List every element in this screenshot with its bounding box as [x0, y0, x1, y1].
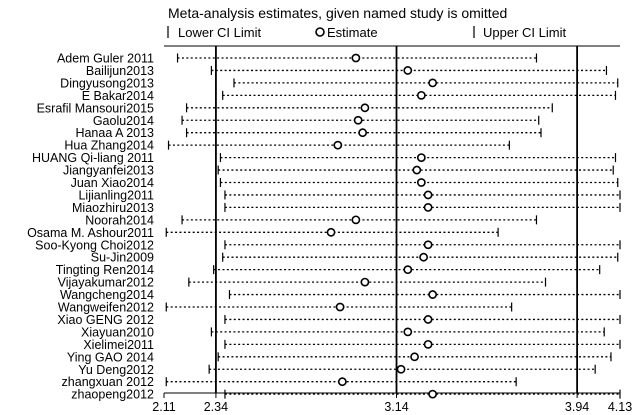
study-row: HUANG Qi-liang 2011	[32, 151, 617, 165]
study-row: Esrafil Mansouri2015	[37, 101, 553, 115]
study-label: Xielimei2011	[83, 338, 154, 352]
study-label: Bailijun2013	[86, 64, 154, 78]
study-row: Miaozhiru2013	[72, 201, 621, 215]
study-row: Xiao GENG 2012	[57, 313, 621, 327]
study-label: Hua Zhang2014	[64, 139, 154, 153]
study-row: zhangxuan 2012	[62, 375, 517, 389]
study-row: Dingyusong2013	[60, 76, 619, 90]
estimate-point	[326, 227, 336, 237]
x-axis: 2.11 2.34 3.14 3.94 4.13	[152, 393, 632, 414]
estimate-point	[423, 315, 433, 324]
study-row: Soo-Kyong Choi2012	[35, 238, 621, 252]
estimate-point	[360, 277, 370, 287]
study-label: zhangxuan 2012	[62, 375, 154, 389]
estimate-point	[423, 190, 433, 200]
study-row: Noorah2014	[85, 213, 538, 227]
estimate-point	[416, 90, 426, 100]
estimate-point	[428, 78, 438, 88]
estimate-point	[410, 352, 419, 362]
study-label: Soo-Kyong Choi2012	[35, 238, 154, 252]
x-tick-label: 4.13	[608, 400, 632, 414]
estimate-point	[423, 240, 433, 250]
study-row: Adem Guler 2011	[57, 52, 538, 66]
study-row: zhaopeng2012	[71, 388, 621, 402]
study-row: Juan Xiao2014	[71, 176, 619, 190]
estimate-point	[412, 165, 422, 175]
legend-lower-label: Lower CI Limit	[178, 25, 261, 40]
study-row: Osama M. Ashour2011	[27, 226, 499, 240]
study-row: Hua Zhang2014	[64, 139, 510, 153]
study-label: Wangcheng2014	[60, 288, 154, 302]
estimate-point	[333, 140, 343, 150]
estimate-point	[423, 339, 433, 349]
study-label: Wangweifen2012	[58, 301, 154, 315]
estimate-point	[351, 53, 361, 63]
estimate-point	[403, 66, 413, 75]
study-label: Noorah2014	[85, 213, 154, 227]
study-row: Bailijun2013	[86, 64, 608, 78]
study-row: Xielimei2011	[83, 338, 621, 352]
study-label: Tingting Ren2014	[56, 263, 154, 277]
study-row: Tingting Ren2014	[56, 263, 601, 277]
legend: Lower CI Limit Estimate Upper CI Limit	[167, 25, 566, 40]
study-row: Hanaa A 2013	[75, 126, 542, 140]
chart-title: Meta-analysis estimates, given named stu…	[168, 5, 507, 21]
study-label: Xiao GENG 2012	[57, 313, 154, 327]
legend-estimate-marker	[315, 27, 325, 37]
study-label: Dingyusong2013	[60, 76, 154, 90]
study-label: Vijayakumar2012	[58, 276, 154, 290]
estimate-point	[353, 115, 363, 125]
estimate-point	[337, 377, 347, 387]
study-label: Esrafil Mansouri2015	[37, 101, 154, 115]
study-label: Xiayuan2010	[81, 325, 154, 339]
study-row: Wangweifen2012	[58, 301, 513, 315]
x-tick-label: 2.11	[152, 400, 175, 414]
estimate-point	[360, 103, 370, 113]
study-label: Su-Jin2009	[91, 251, 154, 265]
study-row: Wangcheng2014	[60, 288, 621, 302]
study-row: Ying GAO 2014	[67, 350, 612, 364]
estimate-point	[335, 302, 345, 312]
study-label: Yu Deng2012	[78, 363, 154, 377]
study-row: E Bakar2014	[82, 89, 617, 103]
study-rows: Adem Guler 2011Bailijun2013Dingyusong201…	[27, 52, 621, 402]
study-row: Jiangyanfei2013	[63, 164, 614, 178]
estimate-point	[416, 153, 426, 162]
study-label: zhaopeng2012	[71, 388, 154, 402]
x-tick-label: 3.14	[384, 400, 408, 414]
x-tick-label: 3.94	[565, 400, 589, 414]
estimate-point	[396, 364, 406, 374]
study-row: Xiayuan2010	[81, 325, 605, 339]
study-label: Miaozhiru2013	[72, 201, 154, 215]
estimate-point	[423, 202, 433, 212]
study-label: E Bakar2014	[82, 89, 154, 103]
estimate-point	[416, 178, 426, 187]
study-label: Jiangyanfei2013	[63, 164, 154, 178]
study-row: Yu Deng2012	[78, 363, 596, 377]
x-tick-label: 2.34	[204, 400, 228, 414]
study-label: Osama M. Ashour2011	[27, 226, 154, 240]
study-row: Vijayakumar2012	[58, 276, 547, 290]
study-label: Gaolu2014	[93, 114, 154, 128]
estimate-point	[358, 128, 368, 138]
legend-estimate-label: Estimate	[327, 25, 378, 40]
study-label: Lijianling2011	[78, 188, 154, 202]
study-label: Hanaa A 2013	[75, 126, 154, 140]
study-row: Lijianling2011	[78, 188, 621, 202]
study-label: HUANG Qi-liang 2011	[32, 151, 154, 165]
study-label: Juan Xiao2014	[71, 176, 154, 190]
estimate-point	[428, 389, 438, 399]
study-row: Su-Jin2009	[91, 251, 619, 265]
estimate-point	[419, 252, 429, 262]
study-label: Adem Guler 2011	[57, 52, 154, 66]
study-row: Gaolu2014	[93, 114, 540, 128]
estimate-point	[428, 290, 438, 299]
estimate-point	[403, 265, 413, 275]
estimate-point	[351, 215, 361, 225]
estimate-point	[403, 327, 413, 337]
legend-upper-label: Upper CI Limit	[483, 25, 566, 40]
reference-lines	[215, 46, 579, 393]
study-label: Ying GAO 2014	[67, 350, 154, 364]
